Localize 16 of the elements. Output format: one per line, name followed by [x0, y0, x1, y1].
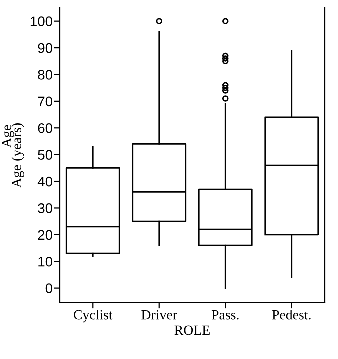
y-tick-label: 90 — [38, 43, 53, 54]
y-tick-label: 0 — [46, 284, 53, 294]
y-tick-label: 80 — [38, 70, 53, 80]
y-tick-label: 70 — [38, 96, 53, 107]
y-tick-label: 20 — [38, 230, 53, 240]
y-tick-label: 100 — [30, 16, 53, 27]
y-tick-label: 40 — [38, 176, 53, 187]
y-tick-label: 50 — [38, 150, 53, 160]
y-tick-label: 60 — [38, 123, 53, 134]
x-axis-title: ROLE — [174, 326, 210, 336]
y-tick-label: 30 — [38, 204, 53, 214]
x-tick-label: Pass. — [212, 310, 239, 320]
y-tick-label: 10 — [38, 256, 53, 267]
x-tick-label: Driver — [142, 310, 178, 320]
x-tick-label: Pedest. — [272, 310, 311, 320]
x-tick-label: Cyclist — [74, 310, 113, 323]
